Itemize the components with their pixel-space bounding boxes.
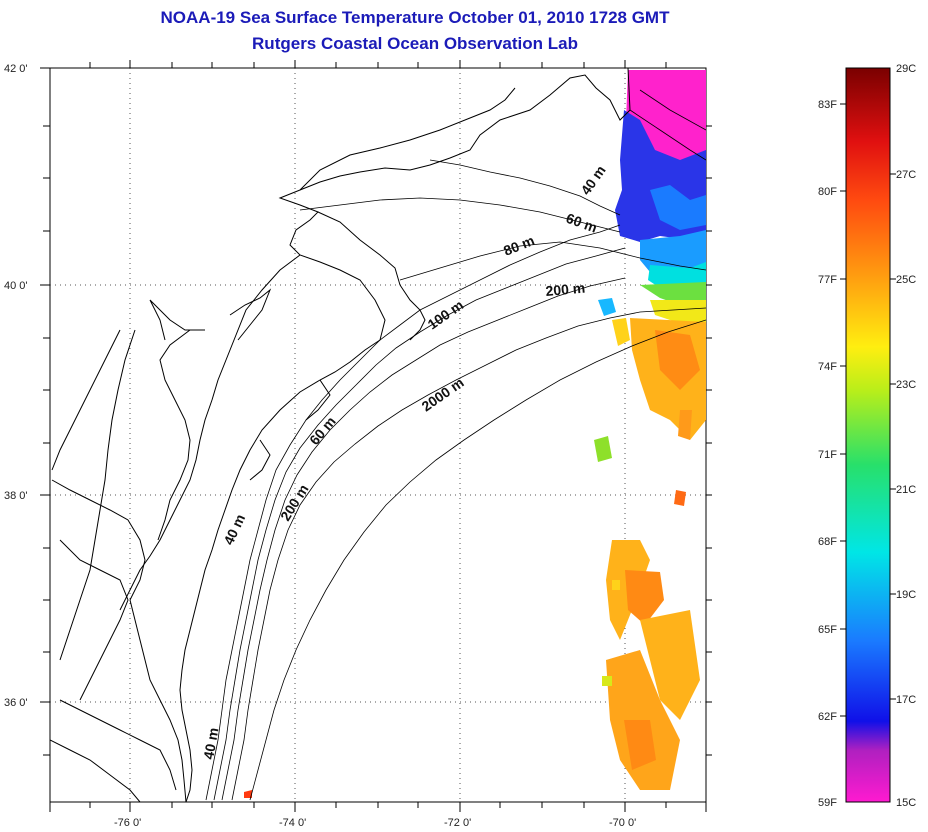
sst-data [244, 70, 706, 798]
colorbar-c-label: 17C [896, 694, 916, 706]
contour-label: 40 m [200, 726, 221, 760]
colorbar-c-label: 15C [896, 797, 916, 809]
colorbar-c-label: 29C [896, 63, 916, 75]
lon-label: -74 0' [279, 817, 306, 829]
colorbar-c-labels: 29C 27C 25C 23C 21C 19C 17C 15C [896, 63, 916, 809]
colorbar-c-label: 27C [896, 169, 916, 181]
map-frame [49, 67, 707, 803]
colorbar-f-label: 62F [818, 711, 837, 723]
colorbar-f-label: 83F [818, 99, 837, 111]
lat-label: 42 0' [4, 63, 28, 75]
colorbar-f-label: 80F [818, 186, 837, 198]
lon-labels: -76 0' -74 0' -72 0' -70 0' [114, 817, 636, 829]
colorbar-c-label: 21C [896, 484, 916, 496]
colorbar-ticks [840, 103, 896, 717]
isobaths [205, 89, 706, 801]
lat-labels: 42 0' 40 0' 38 0' 36 0' [4, 63, 28, 709]
contour-label: 200 m [545, 280, 586, 299]
colorbar [845, 67, 891, 803]
colorbar-f-label: 74F [818, 361, 837, 373]
map-subtitle: Rutgers Coastal Ocean Observation Lab [252, 34, 578, 53]
coastline [50, 68, 631, 802]
colorbar-c-label: 19C [896, 589, 916, 601]
lat-label: 40 0' [4, 280, 28, 292]
colorbar-f-label: 65F [818, 624, 837, 636]
lon-label: -72 0' [444, 817, 471, 829]
colorbar-f-label: 71F [818, 449, 837, 461]
colorbar-f-labels: 83F 80F 77F 74F 71F 68F 65F 62F 59F [818, 99, 837, 809]
axis-ticks [40, 60, 712, 812]
colorbar-c-label: 23C [896, 379, 916, 391]
lon-label: -76 0' [114, 817, 141, 829]
colorbar-f-label: 77F [818, 274, 837, 286]
colorbar-f-label: 68F [818, 536, 837, 548]
map-title: NOAA-19 Sea Surface Temperature October … [160, 8, 670, 27]
lon-label: -70 0' [609, 817, 636, 829]
lat-label: 38 0' [4, 490, 28, 502]
colorbar-c-label: 25C [896, 274, 916, 286]
lat-label: 36 0' [4, 697, 28, 709]
colorbar-f-label: 59F [818, 797, 837, 809]
